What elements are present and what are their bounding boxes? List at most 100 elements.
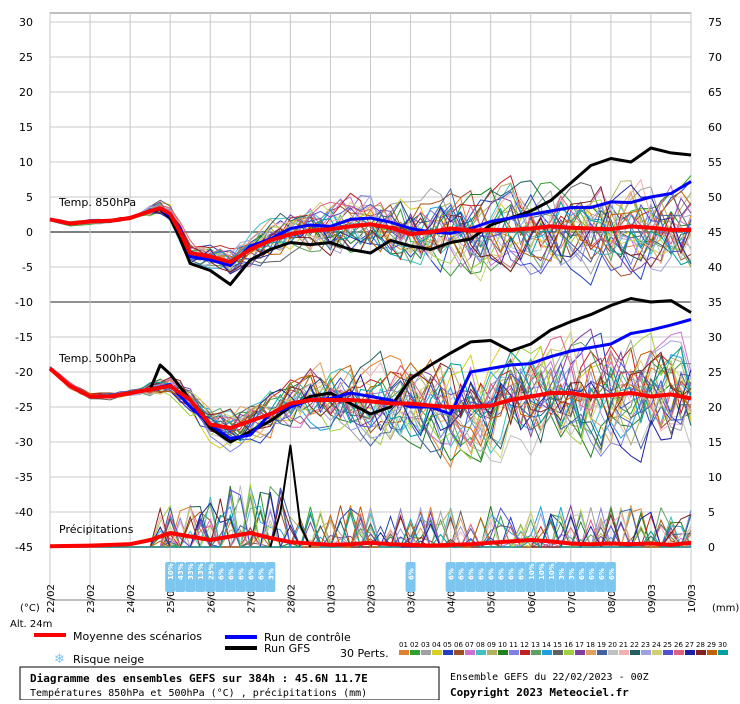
- snow-risk-pct: 43%: [177, 563, 185, 580]
- snow-risk-marker: 43%: [175, 562, 186, 592]
- pert-number: 26: [674, 641, 683, 649]
- snow-risk-marker: 23%: [205, 562, 216, 592]
- left-tick-label: -45: [15, 541, 33, 554]
- snow-risk-bar: [185, 562, 196, 592]
- pert-swatch: [487, 650, 497, 655]
- pert-number: 16: [564, 641, 573, 649]
- right-tick-label: 75: [708, 16, 722, 29]
- pert-swatch: [520, 650, 530, 655]
- x-tick-label: 22/02: [46, 584, 57, 613]
- snow-risk-bar: [455, 562, 466, 592]
- member-precip-line: [50, 510, 691, 549]
- right-tick-label: 40: [708, 261, 722, 274]
- pert-number: 20: [608, 641, 617, 649]
- legend-perts-label: 30 Perts.: [340, 647, 389, 660]
- pert-swatch: [553, 650, 563, 655]
- legend-snow-label: Risque neige: [73, 653, 144, 666]
- legend-control-label: Run de contrôle: [264, 631, 351, 644]
- pert-swatch: [663, 650, 673, 655]
- pert-swatch: [597, 650, 607, 655]
- x-tick-label: 27/02: [246, 584, 257, 613]
- left-tick-label: -30: [15, 436, 33, 449]
- t850-label: Temp. 850hPa: [58, 196, 136, 209]
- right-tick-label: 20: [708, 401, 722, 414]
- snow-risk-marker: 13%: [195, 562, 206, 592]
- snow-risk-marker: 6%: [255, 562, 266, 592]
- pert-number: 21: [619, 641, 628, 649]
- left-tick-label: 20: [19, 86, 33, 99]
- pert-number: 10: [498, 641, 507, 649]
- snow-risk-pct: 6%: [217, 568, 225, 580]
- left-tick-label: -10: [15, 296, 33, 309]
- pert-swatch: [641, 650, 651, 655]
- pert-swatch: [498, 650, 508, 655]
- pert-number: 19: [597, 641, 606, 649]
- member-t850-line: [49, 184, 692, 275]
- pert-swatch: [685, 650, 695, 655]
- pert-number: 23: [641, 641, 650, 649]
- snow-risk-bar: [585, 562, 596, 592]
- snow-risk-bar: [235, 562, 246, 592]
- snow-risk-marker: 6%: [485, 562, 496, 592]
- pert-number: 12: [520, 641, 529, 649]
- snow-risk-pct: 6%: [498, 568, 506, 580]
- x-tick-label: 10/03: [687, 584, 698, 613]
- x-tick-label: 08/03: [607, 584, 618, 613]
- left-tick-label: -20: [15, 366, 33, 379]
- t500-label: Temp. 500hPa: [58, 352, 136, 365]
- snow-risk-bar: [565, 562, 576, 592]
- pert-number: 13: [531, 641, 540, 649]
- pert-number: 14: [542, 641, 551, 649]
- x-axis-ticks: 22/02 23/02 24/02 25/02 26/02 27/02 28/02 01/03…: [46, 584, 698, 613]
- pert-swatch: [399, 650, 409, 655]
- snow-risk-pct: 3%: [558, 568, 566, 580]
- pert-number: 22: [630, 641, 639, 649]
- snow-risk-bar: [535, 562, 546, 592]
- snow-risk-bar: [545, 562, 556, 592]
- snow-risk-marker: 6%: [495, 562, 506, 592]
- chart-subtitle: Températures 850hPa et 500hPa (°C) , pré…: [30, 687, 367, 699]
- snow-risk-pct: 6%: [488, 568, 496, 580]
- member-t500-line: [49, 350, 692, 460]
- snow-risk-pct: 13%: [197, 563, 205, 580]
- right-tick-label: 10: [708, 471, 722, 484]
- snow-risk-marker: 6%: [235, 562, 246, 592]
- x-tick-label: 03/03: [407, 584, 418, 613]
- snow-risk-marker: 6%: [215, 562, 226, 592]
- snow-risk-bar: [405, 562, 416, 592]
- snow-risk-marker: 6%: [605, 562, 616, 592]
- snow-risk-bar: [505, 562, 516, 592]
- pert-swatch: [564, 650, 574, 655]
- right-tick-label: 5: [708, 506, 715, 519]
- x-tick-label: 02/03: [367, 584, 378, 613]
- precip-label: Précipitations: [59, 523, 134, 536]
- right-tick-label: 30: [708, 331, 722, 344]
- snow-risk-row: 10% 43% 33% 13% 23% 6% 6% 6% 6% 6% 3% 6% 6% 6% 6% 6% 6% 6…: [165, 562, 616, 592]
- snow-risk-pct: 6%: [468, 568, 476, 580]
- left-tick-label: -15: [15, 331, 33, 344]
- snow-risk-bar: [245, 562, 256, 592]
- snow-risk-bar: [215, 562, 226, 592]
- pert-swatch: [696, 650, 706, 655]
- snow-risk-marker: 6%: [515, 562, 526, 592]
- snow-risk-pct: 10%: [538, 563, 546, 580]
- left-tick-label: 25: [19, 51, 33, 64]
- right-tick-label: 55: [708, 156, 722, 169]
- x-tick-label: 05/03: [487, 584, 498, 613]
- snow-risk-marker: 3%: [265, 562, 276, 592]
- member-t850-line: [49, 182, 692, 275]
- pert-swatch: [575, 650, 585, 655]
- snow-risk-pct: 6%: [608, 568, 616, 580]
- left-tick-label: -40: [15, 506, 33, 519]
- pert-number: 28: [696, 641, 705, 649]
- precip-mean-line: [49, 531, 692, 549]
- snow-risk-bar: [555, 562, 566, 592]
- snow-risk-bar: [525, 562, 536, 592]
- snow-risk-marker: 6%: [245, 562, 256, 592]
- member-t500-line: [49, 346, 692, 442]
- snow-risk-bar: [175, 562, 186, 592]
- snowflake-icon: ❄: [54, 652, 65, 667]
- left-tick-label: -25: [15, 401, 33, 414]
- right-tick-label: 65: [708, 86, 722, 99]
